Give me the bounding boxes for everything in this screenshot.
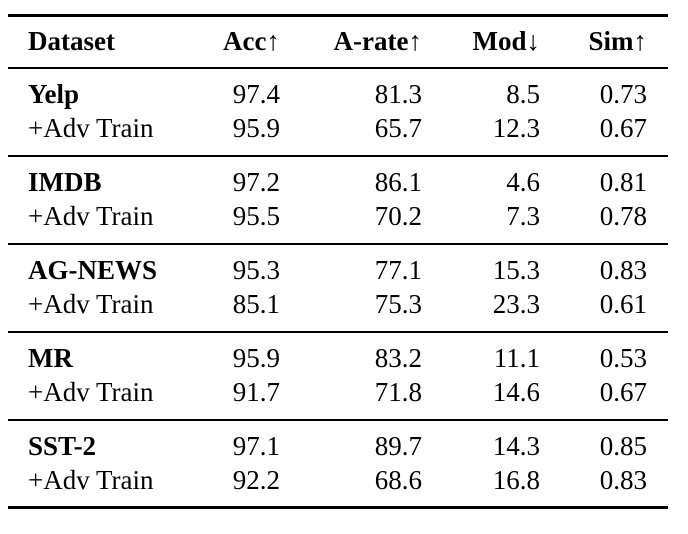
adv-train-label: +Adv Train	[28, 465, 154, 495]
arate-value: 68.6	[374, 465, 422, 495]
arate-value: 83.2	[374, 343, 422, 373]
sim-value: 0.67	[599, 377, 647, 407]
acc-value: 97.1	[232, 431, 280, 461]
mod-value: 14.6	[492, 377, 540, 407]
sim-value: 0.83	[599, 255, 647, 285]
arate-value: 70.2	[374, 201, 422, 231]
mod-value: 23.3	[492, 289, 540, 319]
adv-train-label: +Adv Train	[28, 289, 154, 319]
mod-value: 16.8	[492, 465, 540, 495]
mod-value: 8.5	[506, 79, 540, 109]
mod-value: 7.3	[506, 201, 540, 231]
dataset-name: SST-2	[28, 431, 97, 461]
sim-value: 0.73	[599, 79, 647, 109]
header-arate: A-rate↑	[333, 26, 422, 56]
group-rule	[8, 419, 668, 421]
adv-train-label: +Adv Train	[28, 201, 154, 231]
acc-value: 92.2	[232, 465, 280, 495]
sim-value: 0.81	[599, 167, 647, 197]
header-acc: Acc↑	[223, 26, 280, 56]
acc-value: 95.9	[232, 343, 280, 373]
arate-value: 65.7	[374, 113, 422, 143]
dataset-name: Yelp	[28, 79, 80, 109]
arate-value: 89.7	[374, 431, 422, 461]
arate-value: 86.1	[374, 167, 422, 197]
header-dataset: Dataset	[28, 26, 115, 56]
header-rule	[8, 67, 668, 69]
dataset-name: MR	[28, 343, 73, 373]
header-sim: Sim↑	[588, 26, 647, 56]
mod-value: 14.3	[492, 431, 540, 461]
acc-value: 95.3	[232, 255, 280, 285]
dataset-name: AG-NEWS	[28, 255, 158, 285]
group-rule	[8, 331, 668, 333]
mod-value: 15.3	[492, 255, 540, 285]
sim-value: 0.83	[599, 465, 647, 495]
bottom-rule	[8, 506, 668, 509]
mod-value: 12.3	[492, 113, 540, 143]
acc-value: 97.2	[232, 167, 280, 197]
sim-value: 0.78	[599, 201, 647, 231]
group-rule	[8, 243, 668, 245]
acc-value: 91.7	[232, 377, 280, 407]
arate-value: 81.3	[374, 79, 422, 109]
top-rule	[8, 14, 668, 17]
mod-value: 4.6	[506, 167, 540, 197]
acc-value: 97.4	[232, 79, 280, 109]
acc-value: 85.1	[232, 289, 280, 319]
header-mod: Mod↓	[472, 26, 541, 56]
dataset-name: IMDB	[28, 167, 102, 197]
sim-value: 0.61	[599, 289, 647, 319]
arate-value: 75.3	[374, 289, 422, 319]
sim-value: 0.53	[599, 343, 647, 373]
adv-train-label: +Adv Train	[28, 113, 154, 143]
acc-value: 95.5	[232, 201, 280, 231]
sim-value: 0.67	[599, 113, 647, 143]
arate-value: 71.8	[374, 377, 422, 407]
adv-train-label: +Adv Train	[28, 377, 154, 407]
acc-value: 95.9	[232, 113, 280, 143]
group-rule	[8, 155, 668, 157]
arate-value: 77.1	[374, 255, 422, 285]
sim-value: 0.85	[599, 431, 647, 461]
mod-value: 11.1	[493, 343, 540, 373]
